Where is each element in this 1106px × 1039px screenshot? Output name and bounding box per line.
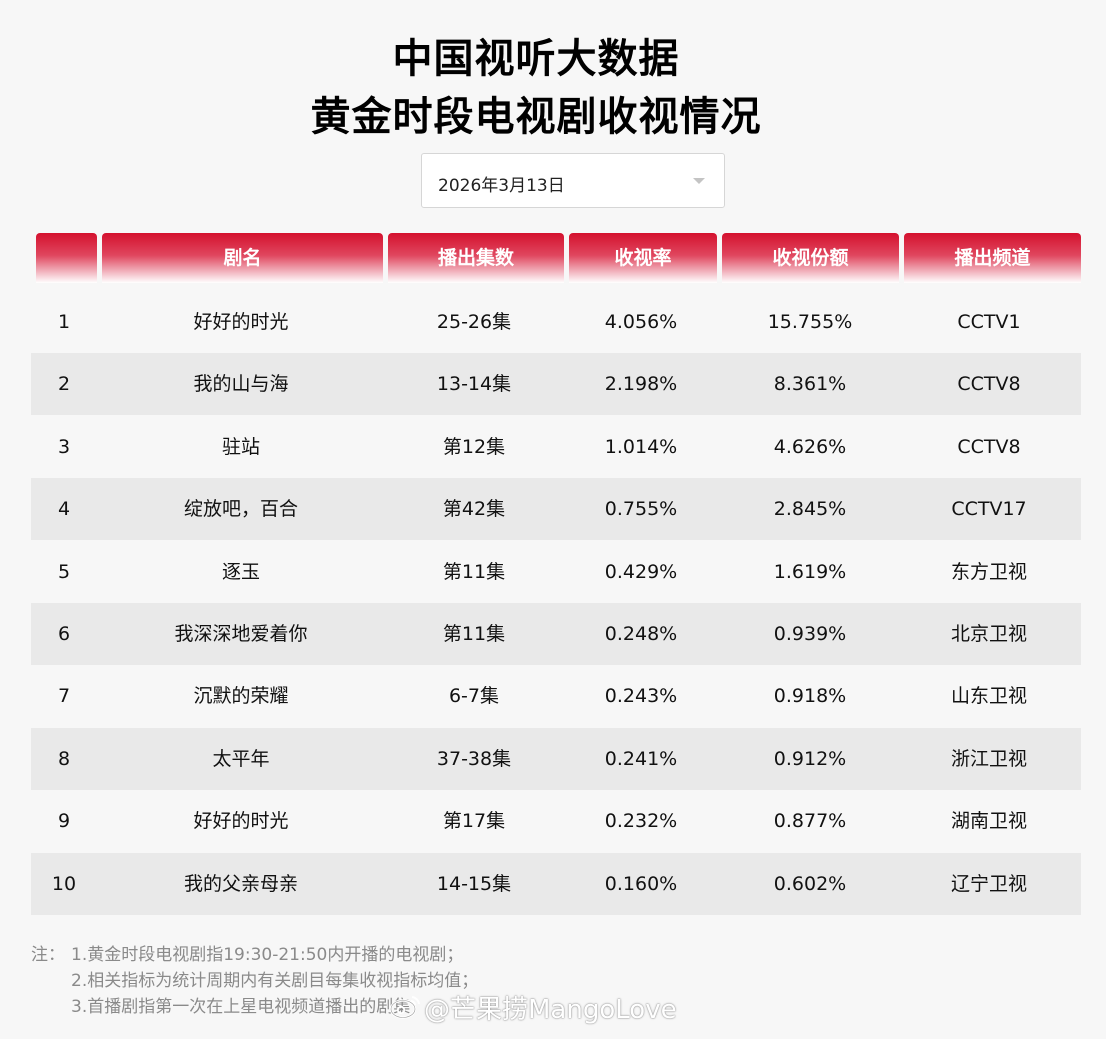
- table-row: 3 驻站 第12集 1.014% 4.626% CCTV8: [31, 416, 1081, 478]
- column-header: 播出集数: [388, 233, 564, 283]
- episodes-cell: 第12集: [442, 435, 506, 458]
- episodes-cell: 第11集: [442, 623, 506, 645]
- weibo-logo-icon: [388, 992, 422, 1029]
- footnote-prefix: 注：: [31, 945, 65, 965]
- channel-cell: 湖南卫视: [950, 810, 1027, 833]
- table-row: 10 我的父亲母亲 14-15集 0.160% 0.602% 辽宁卫视: [31, 852, 1081, 915]
- share-cell: 0.602%: [773, 872, 847, 895]
- watermark: @芒果捞MangoLove: [388, 992, 677, 1026]
- rating-cell: 0.241%: [604, 747, 678, 770]
- share-cell: 0.939%: [773, 623, 847, 645]
- channel-cell: 辽宁卫视: [950, 872, 1027, 895]
- title-cell: 我的山与海: [193, 373, 289, 396]
- rating-cell: 0.160%: [604, 872, 678, 895]
- footnote-3: 3.首播剧指第一次在上星电视频道播出的剧集: [71, 997, 411, 1017]
- channel-cell: 东方卫视: [950, 560, 1027, 583]
- table-row: 6 我深深地爱着你 第11集 0.248% 0.939% 北京卫视: [31, 603, 1081, 665]
- rank-cell: 10: [51, 872, 77, 895]
- rank-cell: 1: [57, 311, 71, 333]
- rank-cell: 6: [57, 623, 71, 645]
- title-cell: 沉默的荣耀: [193, 685, 289, 708]
- rating-cell: 0.429%: [604, 560, 678, 583]
- channel-cell: 山东卫视: [950, 685, 1027, 708]
- page-title: 中国视听大数据: [392, 36, 680, 82]
- table-row: 2 我的山与海 13-14集 2.198% 8.361% CCTV8: [31, 353, 1081, 416]
- title-cell: 我深深地爱着你: [174, 623, 308, 645]
- episodes-cell: 第42集: [442, 498, 506, 521]
- rank-cell: 9: [57, 810, 71, 833]
- date-select-value: 2026年3月13日: [438, 176, 565, 196]
- table-row: 9 好好的时光 第17集 0.232% 0.877% 湖南卫视: [31, 790, 1081, 852]
- title-cell: 驻站: [221, 435, 260, 458]
- rank-cell: 4: [57, 498, 71, 521]
- share-cell: 0.918%: [773, 685, 847, 708]
- footnote-2: 2.相关指标为统计周期内有关剧目每集收视指标均值；: [71, 971, 479, 991]
- rating-cell: 2.198%: [604, 373, 678, 396]
- rating-cell: 0.755%: [604, 498, 678, 521]
- rating-cell: 0.243%: [604, 685, 678, 708]
- column-header: 播出频道: [904, 233, 1081, 283]
- episodes-cell: 37-38集: [436, 747, 512, 770]
- episodes-cell: 第11集: [442, 560, 506, 583]
- table-row: 5 逐玉 第11集 0.429% 1.619% 东方卫视: [31, 541, 1081, 603]
- rank-cell: 7: [57, 685, 71, 708]
- column-header: 剧名: [102, 233, 383, 283]
- date-select[interactable]: 2026年3月13日: [421, 153, 725, 208]
- share-cell: 2.845%: [773, 498, 847, 521]
- episodes-cell: 6-7集: [448, 685, 500, 708]
- column-header: 收视份额: [722, 233, 899, 283]
- share-cell: 0.877%: [773, 810, 847, 833]
- footnote-1: 1.黄金时段电视剧指19:30-21:50内开播的电视剧；: [71, 945, 464, 965]
- column-header: [36, 233, 97, 283]
- title-cell: 逐玉: [221, 560, 260, 583]
- title-cell: 我的父亲母亲: [183, 872, 298, 895]
- episodes-cell: 14-15集: [436, 872, 512, 895]
- channel-cell: 北京卫视: [950, 623, 1027, 645]
- rank-cell: 5: [57, 560, 71, 583]
- watermark-text: @芒果捞MangoLove: [424, 995, 677, 1025]
- share-cell: 15.755%: [767, 311, 853, 333]
- table-row: 7 沉默的荣耀 6-7集 0.243% 0.918% 山东卫视: [31, 665, 1081, 727]
- chevron-down-icon: [693, 178, 705, 184]
- episodes-cell: 第17集: [442, 810, 506, 833]
- title-cell: 绽放吧，百合: [183, 498, 298, 521]
- channel-cell: CCTV8: [957, 373, 1021, 396]
- channel-cell: CCTV1: [957, 311, 1021, 333]
- title-cell: 好好的时光: [193, 810, 289, 833]
- channel-cell: CCTV17: [951, 498, 1027, 521]
- title-cell: 太平年: [212, 747, 270, 770]
- table-row: 1 好好的时光 25-26集 4.056% 15.755% CCTV1: [31, 291, 1081, 353]
- channel-cell: 浙江卫视: [950, 747, 1027, 770]
- rank-cell: 2: [57, 373, 71, 396]
- column-header: 收视率: [569, 233, 717, 283]
- share-cell: 8.361%: [773, 373, 847, 396]
- title-cell: 好好的时光: [193, 311, 289, 333]
- share-cell: 0.912%: [773, 747, 847, 770]
- episodes-cell: 25-26集: [436, 311, 512, 333]
- table-row: 4 绽放吧，百合 第42集 0.755% 2.845% CCTV17: [31, 478, 1081, 541]
- rank-cell: 8: [57, 747, 71, 770]
- episodes-cell: 13-14集: [436, 373, 512, 396]
- rating-cell: 0.248%: [604, 623, 678, 645]
- channel-cell: CCTV8: [957, 435, 1021, 458]
- rank-cell: 3: [57, 435, 71, 458]
- page-subtitle: 黄金时段电视剧收视情况: [310, 94, 762, 140]
- rating-cell: 1.014%: [604, 435, 678, 458]
- share-cell: 4.626%: [773, 435, 847, 458]
- share-cell: 1.619%: [773, 560, 847, 583]
- rating-cell: 4.056%: [604, 311, 678, 333]
- table-row: 8 太平年 37-38集 0.241% 0.912% 浙江卫视: [31, 727, 1081, 790]
- rating-cell: 0.232%: [604, 810, 678, 833]
